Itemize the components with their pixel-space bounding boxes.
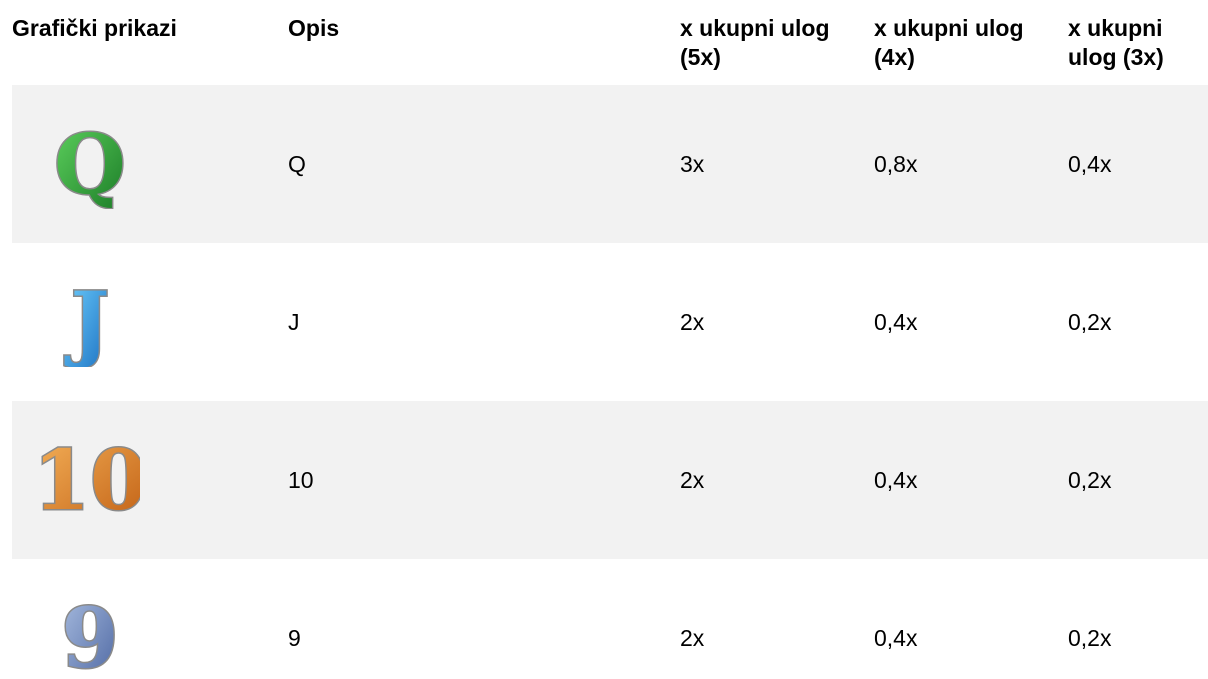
- row-background: [12, 85, 1208, 243]
- column-header: Grafički prikazi: [12, 14, 272, 43]
- payout: 0,4x: [874, 308, 917, 336]
- payout: 2x: [680, 308, 704, 336]
- payout: 0,4x: [874, 624, 917, 652]
- payout: 3x: [680, 150, 704, 178]
- payout: 2x: [680, 466, 704, 494]
- symbol-icon: Q: [40, 119, 140, 209]
- symbol-glyph: 9: [61, 593, 118, 679]
- column-header: x ukupni ulog (5x): [680, 14, 830, 72]
- description: 10: [288, 466, 314, 494]
- symbol-icon: 9: [40, 593, 140, 679]
- payout: 0,2x: [1068, 466, 1111, 494]
- column-header: x ukupni ulog (4x): [874, 14, 1024, 72]
- symbol-icon: J: [40, 277, 140, 367]
- column-header: Opis: [288, 14, 588, 43]
- row-background: [12, 401, 1208, 559]
- description: 9: [288, 624, 301, 652]
- page: Grafički prikazi Opis x ukupni ulog (5x) x …: [0, 0, 1208, 679]
- payout: 0,8x: [874, 150, 917, 178]
- description: J: [288, 308, 300, 336]
- payout: 0,4x: [1068, 150, 1111, 178]
- symbol-glyph: 10: [40, 435, 140, 525]
- payout: 2x: [680, 624, 704, 652]
- symbol-glyph: Q: [54, 119, 125, 209]
- symbol-icon: 10: [40, 435, 140, 525]
- symbol-glyph: J: [65, 277, 110, 367]
- column-header: x ukupni ulog (3x): [1068, 14, 1208, 72]
- payout: 0,4x: [874, 466, 917, 494]
- payout: 0,2x: [1068, 624, 1111, 652]
- description: Q: [288, 150, 306, 178]
- payout: 0,2x: [1068, 308, 1111, 336]
